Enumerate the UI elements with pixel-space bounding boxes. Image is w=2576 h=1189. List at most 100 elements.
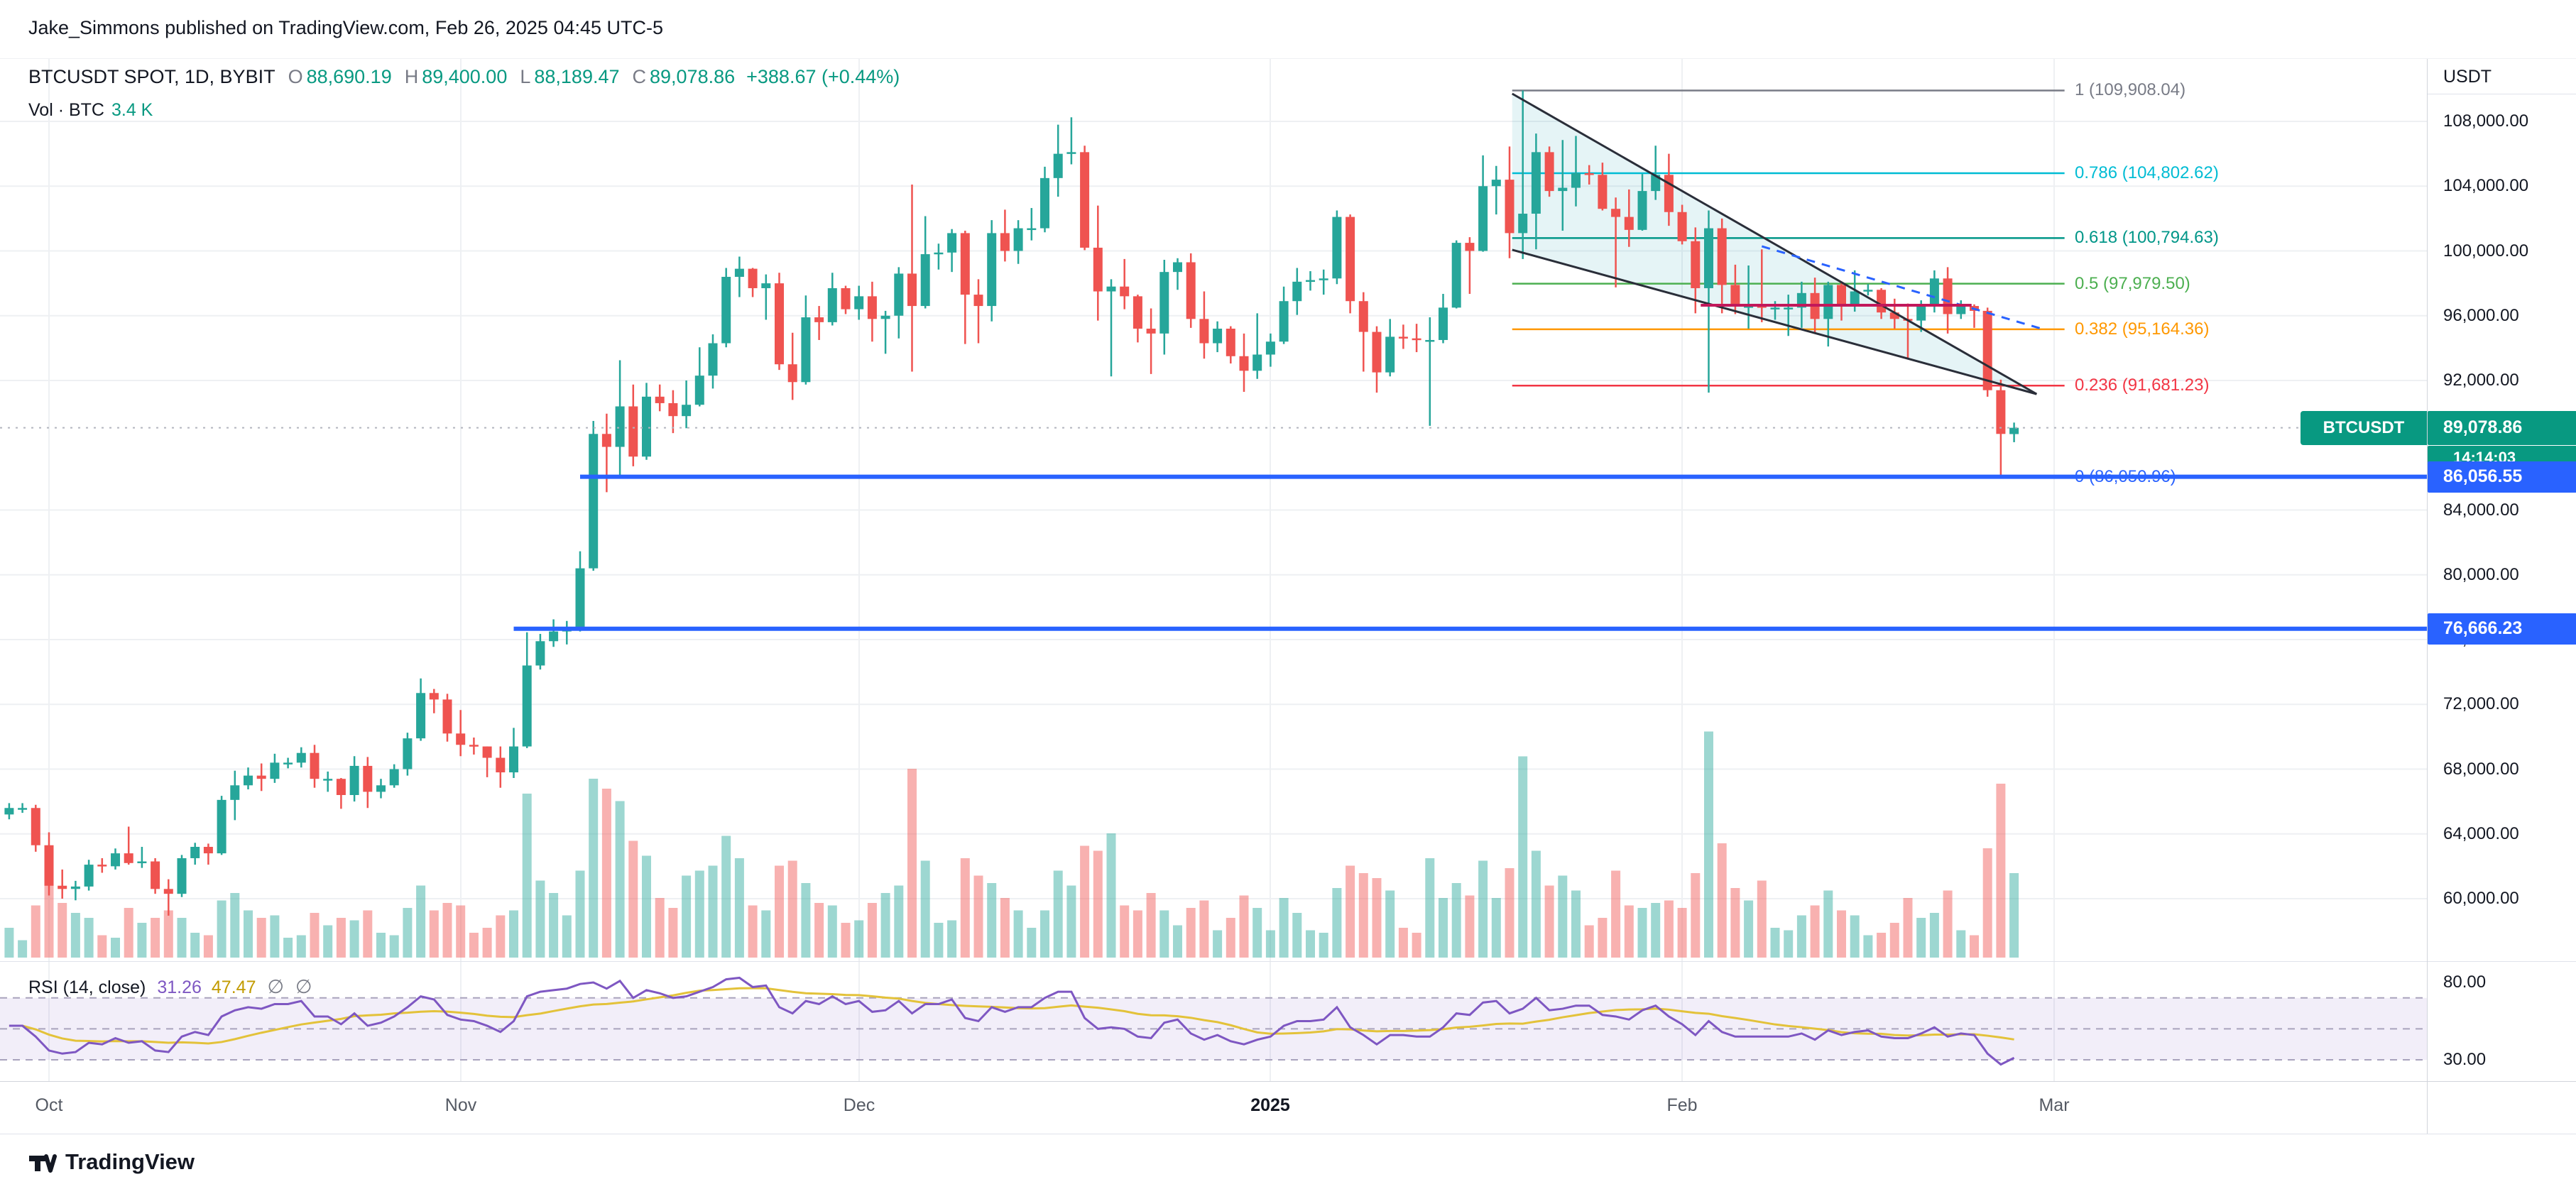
- volume-bar: [1956, 930, 1966, 958]
- volume-bar: [787, 860, 797, 958]
- volume-bar: [1637, 908, 1647, 958]
- volume-bar: [256, 918, 266, 958]
- price-tick-label: 84,000.00: [2443, 500, 2519, 520]
- volume-bar: [1385, 890, 1395, 958]
- volume-bar: [482, 928, 492, 958]
- time-axis[interactable]: Oct Nov Dec 2025 Feb Mar: [0, 1081, 2576, 1134]
- rsi-title: RSI (14, close): [28, 977, 146, 997]
- chart-area[interactable]: BTCUSDT SPOT, 1D, BYBIT O 88,690.19 H 89,400…: [0, 59, 2576, 1134]
- rsi-empty-plot-2: ∅: [295, 976, 312, 997]
- volume-bar: [1053, 870, 1063, 958]
- candle-body: [1943, 278, 1953, 314]
- volume-bar: [1292, 913, 1302, 958]
- close-value: 89,078.86: [650, 66, 736, 87]
- volume-bar: [469, 933, 479, 958]
- volume-bar: [1173, 925, 1182, 958]
- candle-body: [1425, 339, 1435, 342]
- fib-level-label: 0 (86,050.96): [2075, 466, 2176, 486]
- price-level-badge-76666: 76,666.23: [2428, 613, 2576, 645]
- attribution-bar: Jake_Simmons published on TradingView.co…: [0, 0, 2576, 59]
- candle-body: [1571, 173, 1581, 188]
- volume-bar: [151, 918, 160, 958]
- volume-bar: [1358, 873, 1368, 958]
- tradingview-wordmark[interactable]: TradingView: [65, 1149, 195, 1174]
- candle-body: [1850, 291, 1860, 307]
- volume-bar: [1319, 933, 1328, 958]
- volume-bar: [1133, 910, 1142, 958]
- attribution-text: Jake_Simmons published on TradingView.co…: [28, 17, 664, 38]
- volume-bar: [456, 905, 466, 958]
- volume-bar: [761, 910, 771, 958]
- volume-bar: [854, 920, 864, 958]
- volume-bar: [4, 928, 14, 958]
- candle-body: [1598, 175, 1608, 209]
- candle-body: [1346, 217, 1355, 302]
- candle-body: [1385, 336, 1395, 373]
- candle-body: [934, 252, 944, 255]
- candle-body: [1770, 307, 1780, 309]
- volume-bar: [1372, 878, 1382, 958]
- volume-bar: [1611, 870, 1621, 958]
- price-axis[interactable]: USDT 108,000.00 104,000.00 100,000.00 96,00…: [2427, 59, 2576, 1134]
- volume-bar: [1970, 935, 1979, 958]
- time-axis-label: Feb: [1666, 1095, 1698, 1115]
- volume-bar: [70, 913, 80, 958]
- volume-bar: [535, 880, 545, 958]
- candle-body: [190, 847, 200, 858]
- volume-bar: [1505, 868, 1515, 958]
- price-chart-canvas[interactable]: [0, 59, 2576, 1134]
- candle-body: [1040, 177, 1049, 229]
- candle-body: [1292, 281, 1302, 302]
- candle-body: [589, 434, 599, 569]
- candle-body: [1199, 319, 1209, 344]
- volume-bar: [1451, 883, 1461, 958]
- candle-body: [748, 268, 758, 288]
- candle-body: [775, 283, 784, 365]
- volume-bar: [628, 840, 638, 958]
- volume-bar: [1943, 890, 1953, 958]
- tradingview-logo-icon[interactable]: [26, 1146, 57, 1178]
- candle-body: [1717, 228, 1727, 285]
- candle-body: [1000, 233, 1010, 251]
- candle-body: [177, 857, 187, 894]
- candle-body: [97, 865, 107, 867]
- candle-body: [1505, 180, 1515, 234]
- candle-body: [1332, 217, 1342, 279]
- volume-bar: [376, 933, 386, 958]
- candle-body: [987, 233, 997, 307]
- volume-bar: [137, 923, 147, 958]
- candle-body: [827, 287, 837, 322]
- rsi-tick-label: 30.00: [2443, 1050, 2487, 1069]
- time-axis-label: Mar: [2039, 1095, 2070, 1115]
- price-tick-label: 60,000.00: [2443, 889, 2519, 908]
- volume-bar: [920, 860, 930, 958]
- volume-bar: [880, 893, 890, 958]
- volume-bar: [44, 878, 54, 958]
- volume-bar: [947, 920, 957, 958]
- candle-body: [1704, 228, 1713, 288]
- footer-bar: TradingView: [0, 1134, 2576, 1189]
- close-label: C: [632, 66, 647, 87]
- rsi-empty-plot-1: ∅: [267, 976, 284, 997]
- candle-body: [416, 693, 426, 739]
- volume-bar: [363, 910, 373, 958]
- volume-bar: [1213, 930, 1223, 958]
- candle-body: [469, 745, 479, 747]
- volume-bar: [124, 908, 133, 958]
- volume-bar: [296, 935, 306, 958]
- candle-body: [1744, 306, 1754, 308]
- volume-bar: [1996, 784, 2006, 958]
- volume-bar: [58, 903, 67, 958]
- volume-bar: [1982, 848, 1992, 958]
- volume-label: Vol · BTC: [28, 100, 104, 120]
- pane-separator[interactable]: [0, 961, 2576, 962]
- candle-body: [1412, 338, 1421, 341]
- candle-body: [2009, 427, 2019, 434]
- candle-body: [336, 779, 346, 795]
- candle-body: [18, 808, 28, 810]
- volume-bar: [217, 900, 227, 958]
- volume-bar: [1850, 915, 1860, 958]
- candle-body: [535, 641, 545, 666]
- rsi-line: [9, 976, 2015, 1066]
- candle-body: [1398, 336, 1408, 339]
